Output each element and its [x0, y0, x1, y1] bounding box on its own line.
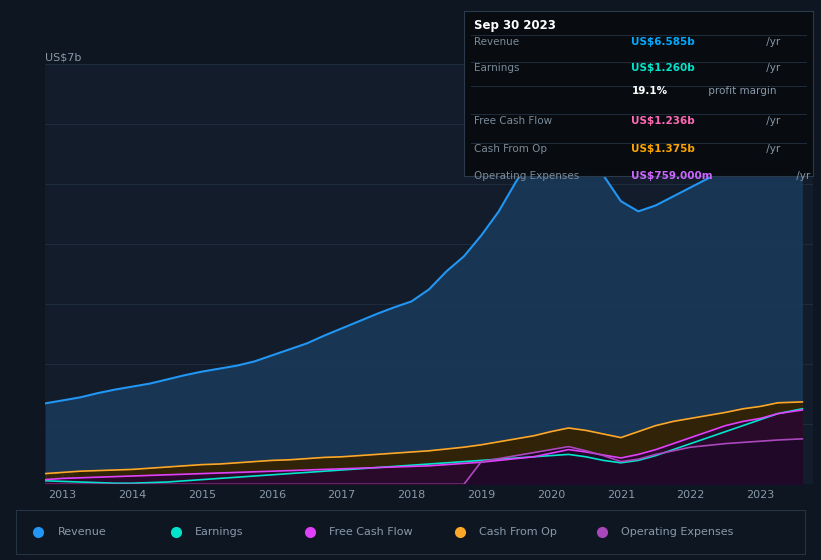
Text: Operating Expenses: Operating Expenses [475, 171, 580, 181]
Text: Revenue: Revenue [475, 37, 520, 47]
Text: Cash From Op: Cash From Op [475, 144, 548, 154]
Text: US$1.375b: US$1.375b [631, 144, 695, 154]
Text: Revenue: Revenue [57, 527, 106, 537]
Text: Free Cash Flow: Free Cash Flow [475, 116, 553, 126]
Text: profit margin: profit margin [704, 86, 776, 96]
Text: Earnings: Earnings [195, 527, 244, 537]
Text: /yr: /yr [764, 37, 781, 47]
Text: US$6.585b: US$6.585b [631, 37, 695, 47]
Text: 19.1%: 19.1% [631, 86, 667, 96]
Text: US$759.000m: US$759.000m [631, 171, 713, 181]
Text: /yr: /yr [792, 171, 810, 181]
Text: Free Cash Flow: Free Cash Flow [329, 527, 413, 537]
Text: Operating Expenses: Operating Expenses [621, 527, 733, 537]
Text: /yr: /yr [764, 63, 781, 73]
Text: /yr: /yr [764, 144, 781, 154]
Text: US$1.260b: US$1.260b [631, 63, 695, 73]
Text: US$7b: US$7b [45, 52, 81, 62]
Text: US$1.236b: US$1.236b [631, 116, 695, 126]
Text: /yr: /yr [764, 116, 781, 126]
Text: US$0: US$0 [45, 472, 75, 482]
Text: Earnings: Earnings [475, 63, 520, 73]
Text: Sep 30 2023: Sep 30 2023 [475, 18, 556, 31]
Text: Cash From Op: Cash From Op [479, 527, 557, 537]
